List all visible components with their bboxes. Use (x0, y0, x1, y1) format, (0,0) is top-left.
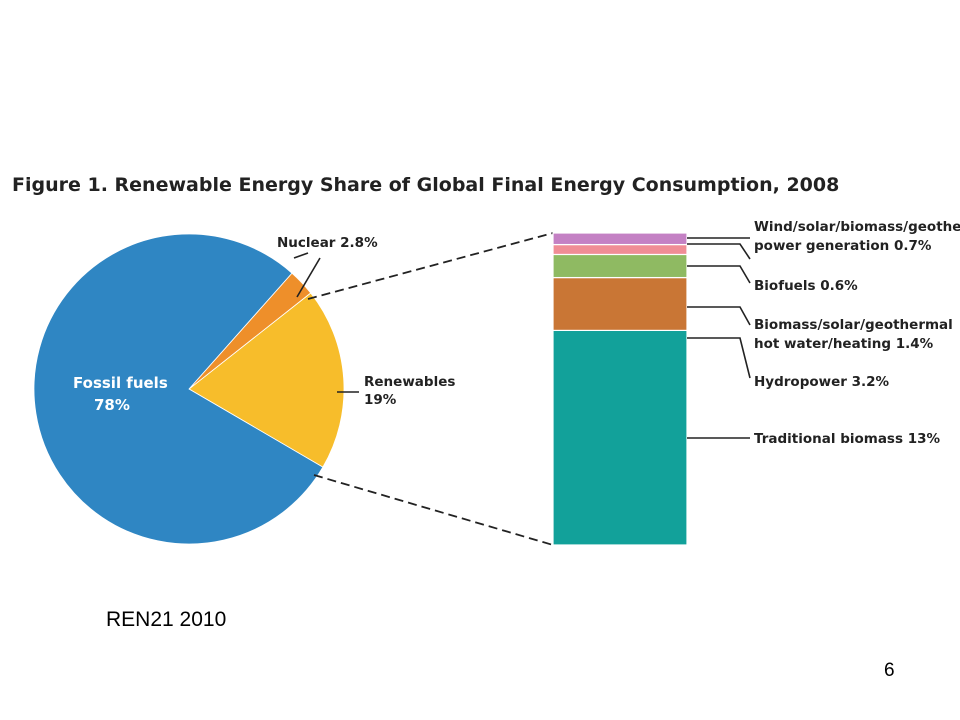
heating-leader-line (687, 306, 751, 326)
heating-label: Biomass/solar/geothermal (754, 317, 953, 333)
connector-bottom-line (313, 474, 554, 546)
bar-segment-biofuels (552, 243, 688, 256)
hydropower-label: Hydropower 3.2% (754, 374, 890, 390)
chart-title: Figure 1. Renewable Energy Share of Glob… (12, 174, 839, 196)
source-citation: REN21 2010 (106, 608, 227, 631)
fossil-fuels-value-label: 78% (94, 396, 130, 414)
page-number: 6 (884, 660, 895, 681)
fossil-fuels-label: Fossil fuels (73, 374, 168, 392)
energy-share-figure: Figure 1. Renewable Energy Share of Glob… (12, 174, 960, 546)
wind-leader-line-2 (687, 243, 751, 260)
renewables-value-label: 19% (364, 392, 397, 408)
renewables-label: Renewables (364, 374, 455, 390)
biofuels-leader-line (687, 265, 751, 284)
pie-slice-fossil-fuels (33, 233, 324, 545)
bar-segment-wind-solar-biomass-geothermal-power-generation (552, 232, 688, 246)
nuclear-pointer-line (296, 257, 321, 298)
bar-segment-biomass-solar-geothermal-hot-water-heating (552, 253, 688, 279)
traditional-biomass-label: Traditional biomass 13% (754, 431, 940, 447)
nuclear-label: Nuclear 2.8% (277, 235, 378, 251)
connector-top-line (307, 232, 554, 300)
hydropower-leader-line (687, 337, 751, 379)
biofuels-label: Biofuels 0.6% (754, 278, 858, 294)
nuclear-leader-line (293, 252, 309, 259)
heating-value-label: hot water/heating 1.4% (754, 336, 934, 352)
bar-segment-hydropower (552, 276, 688, 332)
power-generation-label: power generation 0.7% (754, 238, 932, 254)
pie-slice-renewables (188, 292, 345, 468)
pie-chart (33, 233, 345, 545)
stacked-bar (552, 232, 688, 546)
wind-solar-label: Wind/solar/biomass/geothermal (754, 219, 960, 235)
bar-segment-traditional-biomass (552, 329, 688, 546)
